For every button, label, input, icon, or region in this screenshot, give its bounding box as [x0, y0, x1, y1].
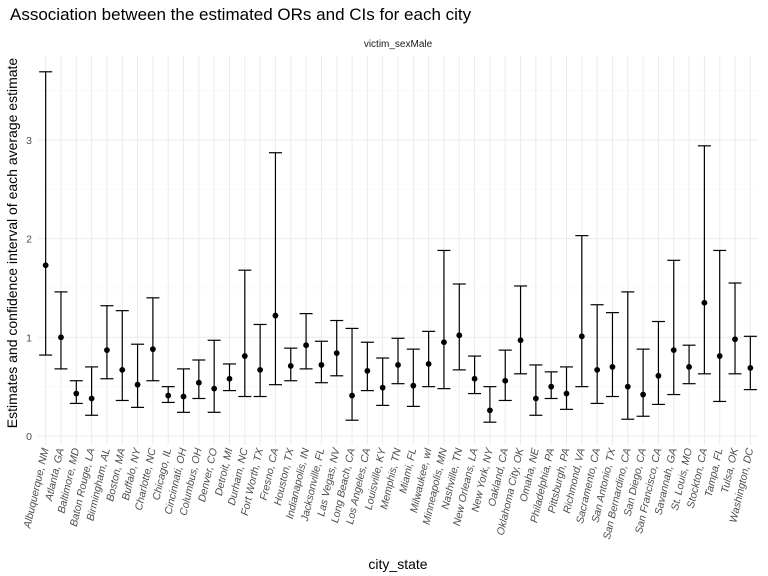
- estimate-point: [532, 395, 539, 402]
- estimate-point: [195, 379, 202, 386]
- estimate-point: [119, 366, 126, 373]
- estimate-point: [701, 299, 708, 306]
- estimate-point: [502, 377, 509, 384]
- estimate-point: [42, 262, 49, 269]
- estimate-point: [517, 337, 524, 344]
- estimate-point: [318, 362, 325, 368]
- estimate-point: [747, 364, 754, 371]
- estimate-point: [640, 391, 647, 398]
- estimate-point: [471, 375, 478, 382]
- estimate-point: [364, 367, 371, 374]
- estimate-point: [670, 347, 677, 354]
- x-axis-title: city_state: [368, 556, 427, 572]
- y-tick-label: 3: [26, 135, 32, 147]
- facet-strip-label: victim_sexMale: [364, 39, 433, 50]
- estimate-point: [563, 390, 570, 397]
- grid: [38, 56, 758, 445]
- estimate-point: [716, 353, 723, 359]
- y-tick-label: 1: [26, 332, 32, 344]
- estimate-point: [624, 383, 631, 390]
- estimate-point: [303, 342, 309, 349]
- estimate-point: [487, 407, 493, 414]
- estimate-point: [241, 353, 248, 359]
- estimate-point: [410, 382, 417, 389]
- estimate-point: [272, 312, 279, 319]
- estimate-point: [287, 363, 294, 369]
- estimate-point: [395, 362, 401, 368]
- estimate-point: [226, 375, 233, 382]
- estimate-point: [594, 366, 601, 373]
- error-bars: [39, 71, 757, 423]
- estimate-point: [425, 361, 432, 367]
- estimate-point: [88, 395, 95, 402]
- estimate-point: [441, 339, 447, 346]
- estimate-point: [149, 346, 156, 353]
- estimate-point: [349, 392, 355, 399]
- estimate-point: [333, 350, 340, 356]
- y-axis-title: Estimates and confidence interval of eac…: [4, 58, 20, 429]
- estimate-point: [134, 381, 141, 388]
- estimate-point: [548, 383, 555, 390]
- estimate-point: [732, 336, 738, 343]
- estimate-point: [211, 385, 218, 392]
- chart-title: Association between the estimated ORs an…: [10, 5, 472, 24]
- estimate-point: [165, 392, 172, 399]
- y-tick-label: 2: [26, 234, 32, 246]
- y-tick-label: 0: [26, 431, 32, 443]
- estimate-point: [609, 364, 616, 370]
- estimate-point: [73, 390, 80, 397]
- estimate-point: [456, 332, 463, 339]
- estimate-point: [257, 366, 264, 373]
- estimate-point: [686, 364, 692, 370]
- estimate-point: [180, 393, 187, 400]
- estimate-point: [58, 334, 64, 341]
- estimate-point: [655, 372, 662, 379]
- estimate-point: [104, 347, 110, 354]
- estimate-point: [578, 333, 585, 340]
- estimate-point: [379, 384, 386, 391]
- y-tick-labels: 0 1 2 3: [26, 135, 32, 443]
